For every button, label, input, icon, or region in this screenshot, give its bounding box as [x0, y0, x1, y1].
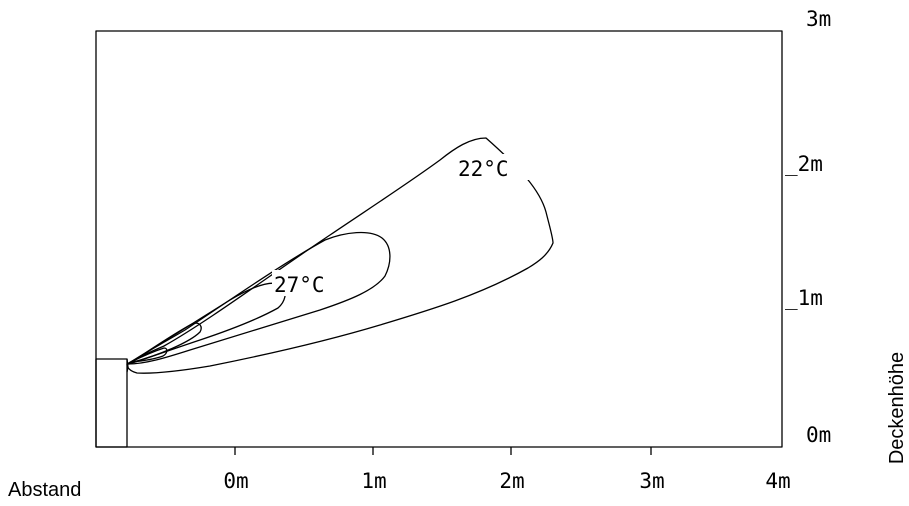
- x-tick-label: 1m: [361, 469, 386, 493]
- contour-label-27c: 27°C: [274, 273, 325, 297]
- air-outlet-block: [95, 358, 128, 448]
- y-tick-label: _1m: [785, 286, 823, 310]
- contour-label-22c: 22°C: [458, 157, 509, 181]
- plot-frame: [95, 30, 783, 448]
- y-axis-title: Deckenhöhe: [886, 352, 908, 464]
- x-tick-label: 2m: [499, 469, 524, 493]
- contour-core-outer: [129, 322, 202, 364]
- contour-27c: [128, 282, 286, 365]
- y-tick-label: 3m: [806, 7, 831, 31]
- contour-22c: [126, 137, 554, 374]
- contour-24c: [127, 231, 391, 365]
- x-tick-label: 4m: [765, 469, 790, 493]
- y-tick-label: _2m: [785, 152, 823, 176]
- x-tick-label: 0m: [223, 469, 248, 493]
- x-axis-title: Abstand: [8, 479, 81, 501]
- y-tick-label: 0m: [806, 423, 831, 447]
- x-axis-ticks: [234, 447, 652, 455]
- x-tick-label: 3m: [639, 469, 664, 493]
- contour-core-inner: [130, 347, 168, 363]
- contour-label-bg: [456, 154, 532, 180]
- contour-label-bg: [272, 270, 348, 296]
